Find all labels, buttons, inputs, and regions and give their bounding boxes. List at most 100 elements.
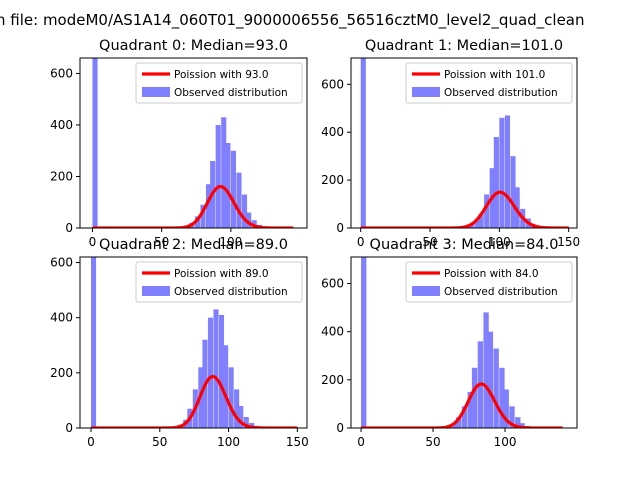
legend-box xyxy=(135,261,303,303)
y-tick-label: 400 xyxy=(50,311,73,325)
histogram-bar xyxy=(499,117,505,228)
histogram-bar xyxy=(514,187,520,228)
histogram-bar xyxy=(515,417,521,428)
y-tick-label: 400 xyxy=(50,118,73,132)
legend-entry-histogram: Observed distribution xyxy=(444,87,558,99)
histogram-bar xyxy=(246,212,252,228)
histogram-bar xyxy=(483,312,489,428)
histogram-bar xyxy=(474,220,480,228)
histogram-bar xyxy=(361,257,367,428)
legend-entry-curve: Poission with 101.0 xyxy=(444,69,545,81)
histogram-bar xyxy=(238,405,244,428)
legend-entry-curve: Poission with 89.0 xyxy=(174,268,269,280)
legend-entry-curve: Poission with 84.0 xyxy=(444,268,539,280)
legend: Poission with 93.0 Observed distribution xyxy=(135,62,303,104)
subplot-title: Quadrant 0: Median=93.0 xyxy=(99,38,288,54)
histogram-bars xyxy=(361,257,531,428)
histogram-bar xyxy=(234,389,240,428)
histogram-bar xyxy=(503,389,509,428)
legend-bar-swatch xyxy=(142,87,170,97)
histogram-bar xyxy=(468,224,474,228)
legend-box xyxy=(405,261,573,303)
y-tick-label: 600 xyxy=(321,77,344,91)
histogram-bar xyxy=(91,257,97,428)
x-tick-label: 0 xyxy=(357,235,365,249)
histogram-bar xyxy=(241,194,248,228)
y-tick-label: 600 xyxy=(50,66,73,80)
histogram-bar xyxy=(207,317,214,428)
legend-bar-swatch xyxy=(412,286,440,296)
histogram-bar xyxy=(478,213,484,228)
x-tick-label: 150 xyxy=(557,235,580,249)
y-tick-label: 0 xyxy=(65,421,73,435)
histogram-bar xyxy=(456,417,462,428)
y-tick-label: 200 xyxy=(321,373,344,387)
y-tick-label: 200 xyxy=(50,169,73,183)
histogram-bar xyxy=(360,58,366,228)
x-tick-label: 50 xyxy=(154,235,169,249)
y-tick-label: 0 xyxy=(336,421,344,435)
histogram-bar xyxy=(484,194,490,228)
legend: Poission with 89.0 Observed distribution xyxy=(135,261,303,303)
histogram-bar xyxy=(194,216,201,228)
y-tick-label: 0 xyxy=(336,221,344,235)
subplot-0: 0 50 100 0 200 400 600 Quadrant 0: Median=93.0 P… xyxy=(50,38,308,249)
legend: Poission with 101.0 Observed distribution xyxy=(405,62,573,104)
subplot-title: Quadrant 1: Median=101.0 xyxy=(365,38,563,54)
histogram-bar xyxy=(451,423,458,428)
poisson-curve xyxy=(92,184,294,228)
x-tick-label: 100 xyxy=(217,435,240,449)
histogram-bar xyxy=(509,406,515,428)
axes-frame xyxy=(350,256,578,429)
subplot-3: 0 50 100 0 200 400 600 Quadrant 3: Median=84.0 P… xyxy=(321,237,578,449)
x-tick-label: 100 xyxy=(219,235,242,249)
subplot-2: 0 50 100 150 0 200 400 600 Quadrant 2: Median=89… xyxy=(50,237,309,449)
histogram-bar xyxy=(493,137,499,228)
x-tick-label: 0 xyxy=(89,235,97,249)
subplot-title: Quadrant 2: Median=89.0 xyxy=(99,237,288,253)
figure-suptitle: n file: modeM0/AS1A14_060T01_9000006556_… xyxy=(0,11,585,30)
histogram-bar xyxy=(230,150,236,228)
y-tick-label: 600 xyxy=(321,276,344,290)
y-tick-label: 600 xyxy=(50,256,73,270)
histogram-bar xyxy=(471,367,478,428)
histogram-bar xyxy=(499,367,505,428)
histogram-bar xyxy=(243,416,249,428)
x-tick-label: 0 xyxy=(87,435,95,449)
histogram-bar xyxy=(467,391,473,428)
histogram-bar xyxy=(519,423,525,428)
x-tick-label: 150 xyxy=(286,435,309,449)
histogram-bar xyxy=(510,156,516,228)
histogram-bar xyxy=(228,367,234,428)
legend-entry-curve: Poission with 93.0 xyxy=(174,69,269,81)
histogram-bar xyxy=(221,117,227,228)
histogram-bar xyxy=(218,314,225,428)
histogram-bar xyxy=(213,309,219,428)
histogram-bar xyxy=(223,345,229,428)
histogram-bar xyxy=(215,124,221,228)
subplot-title: Quadrant 3: Median=84.0 xyxy=(370,237,559,253)
histogram-bars xyxy=(92,58,268,228)
x-tick-label: 50 xyxy=(152,435,167,449)
x-tick-label: 50 xyxy=(422,235,437,249)
y-tick-label: 200 xyxy=(50,366,73,380)
axes-frame xyxy=(79,57,308,229)
histogram-bar xyxy=(493,348,499,428)
legend-box xyxy=(135,62,303,104)
y-tick-label: 400 xyxy=(321,125,344,139)
histogram-bar xyxy=(200,204,206,228)
histogram-bar xyxy=(225,143,231,228)
y-tick-label: 0 xyxy=(65,221,73,235)
subplot-1: 0 50 100 150 0 200 400 600 Quadrant 1: Median=10… xyxy=(321,38,580,249)
histogram-bar xyxy=(92,58,98,228)
y-tick-label: 200 xyxy=(321,173,344,187)
histogram-bar xyxy=(461,406,468,428)
legend-bar-swatch xyxy=(142,286,170,296)
x-tick-label: 100 xyxy=(488,235,511,249)
axes-frame xyxy=(350,57,578,229)
legend-box xyxy=(405,62,573,104)
y-tick-label: 400 xyxy=(321,325,344,339)
histogram-bar xyxy=(205,184,212,228)
x-tick-label: 0 xyxy=(357,435,365,449)
